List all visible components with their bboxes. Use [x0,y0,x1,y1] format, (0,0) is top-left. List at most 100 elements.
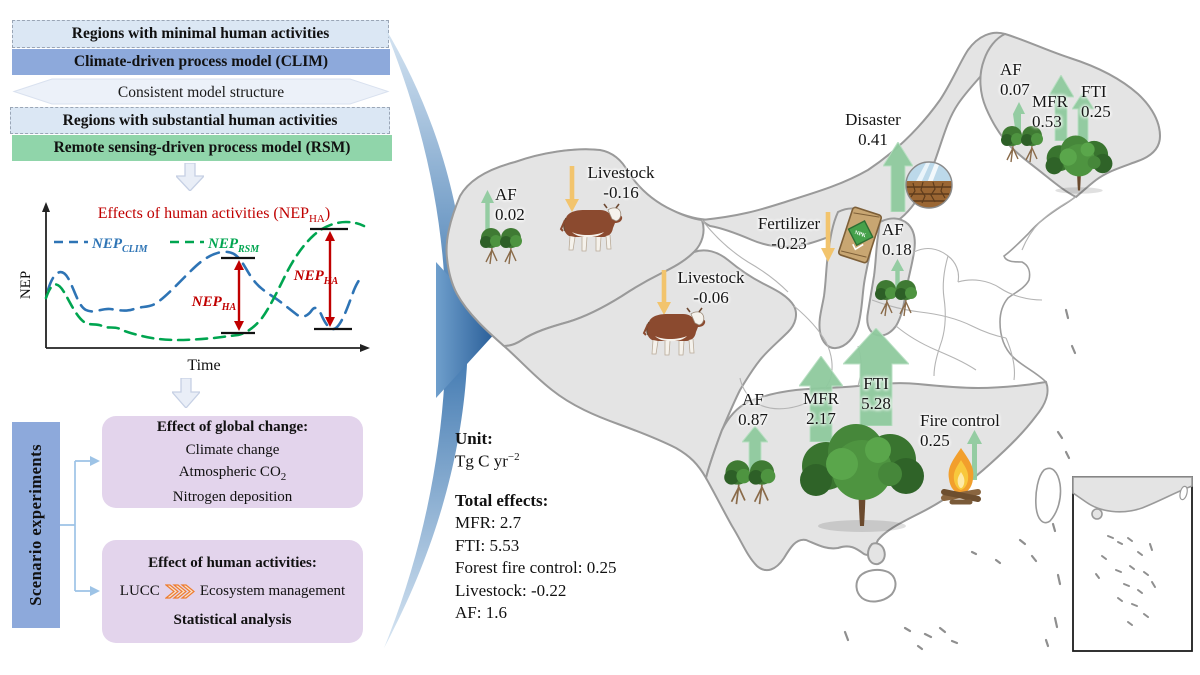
consistent-structure-label: Consistent model structure [118,84,284,101]
total-effects-livestock: Livestock: -0.22 [455,580,567,600]
consistent-structure-arrow: Consistent model structure [12,78,390,105]
box-regions-substantial: Regions with substantial human activitie… [10,107,390,134]
south-china-sea-inset [1072,476,1193,652]
disaster-icon [905,161,953,209]
big-tree-icon [800,424,924,532]
down-arrow-icon [172,378,200,408]
up-arrow-icon [742,426,768,470]
map-annotation-af-south: AF 0.87 [738,390,768,429]
leizhou-peninsula [866,542,886,566]
global-change-title: Effect of global change: [156,419,309,435]
statistical-analysis-label: Statistical analysis [173,611,292,628]
map-annotation-fti-northeast: FTI 0.25 [1081,82,1111,121]
trees-icon [480,228,522,265]
down-arrow-icon [821,212,835,262]
chart-title: Effects of human activities (NEPHA) [98,205,330,225]
up-arrow-icon [1048,75,1074,141]
human-activities-title: Effect of human activities: [148,554,317,571]
region-inner-mongolia [700,31,1007,248]
up-arrow-icon [967,430,982,480]
china-map [445,31,1193,652]
global-change-line-climate: Climate change [185,441,280,458]
cow-icon [642,307,706,356]
x-axis-arrowhead-icon [360,344,370,352]
unit-title: Unit: [455,429,493,448]
global-change-box: Effect of global change: Climate change … [102,416,363,508]
arrowhead-icon [436,262,498,398]
up-arrow-icon [891,259,904,295]
trees-icon [724,460,776,505]
coastal-islands [843,308,1077,651]
nep-concept-chart: Effects of human activities (NEPHA) NEPC… [18,202,370,374]
campfire-icon [941,448,981,505]
up-arrow-icon [843,328,909,426]
island-hainan [855,568,897,603]
legend-rsm-label: NEPRSM [207,236,260,255]
down-arrow-icon [176,163,204,191]
box-regions-minimal: Regions with minimal human activities [12,20,389,48]
box-regions-minimal-label: Regions with minimal human activities [71,25,330,42]
map-annotation-fire-control: Fire control 0.25 [920,411,1000,450]
box-rsm-model-label: Remote sensing-driven process model (RSM… [53,139,351,156]
gap2-arrowhead-down-icon [325,317,335,327]
scenario-connector [60,456,100,596]
unit-block: Unit: Tg C yr−2 [455,428,520,474]
map-annotation-af-northeast: AF 0.07 [1000,60,1030,99]
up-arrow-icon [481,190,494,232]
legend-clim-label: NEPCLIM [91,236,149,255]
map-annotation-fti-south: FTI 5.28 [861,374,891,413]
total-effects-af: AF: 1.6 [455,603,507,623]
region-northeast [979,32,1162,199]
island-taiwan [1035,467,1062,524]
map-annotation-disaster: Disaster 0.41 [845,110,901,149]
global-change-line-nitrogen: Nitrogen deposition [172,488,293,505]
total-effects-fti: FTI: 5.53 [455,535,520,555]
region-shanxi [866,217,916,337]
inset-islands [1095,535,1156,626]
box-regions-substantial-label: Regions with substantial human activitie… [62,111,338,129]
connector-arrowhead-icon [90,456,100,466]
global-change-line-co2: Atmospheric CO2 [178,464,287,483]
arrow-band [384,26,468,648]
ecosystem-management-label: Ecosystem management [199,583,346,600]
map-annotation-fertilizer: Fertilizer -0.23 [757,214,821,253]
human-activities-box: Effect of human activities: LUCC Ecosyst… [102,540,363,643]
rsm-curve [44,220,366,342]
cow-icon [559,203,623,252]
fertilizer-bag-icon: NPK [837,206,883,264]
x-axis-label: Time [187,357,220,374]
big-tree-icon [1045,135,1113,194]
map-annotation-af-xinjiang: AF 0.02 [495,185,525,224]
inset-hainan [1091,508,1103,520]
triple-chevron-icon [164,584,195,599]
transition-arrow [384,26,498,648]
scenario-experiments-sidebar: Scenario experiments [12,422,60,628]
box-rsm-model: Remote sensing-driven process model (RSM… [12,135,392,161]
gap1-arrowhead-up-icon [234,260,244,270]
total-effects-fire: Forest fire control: 0.25 [455,558,617,578]
scenario-experiments-label: Scenario experiments [26,444,45,606]
trees-icon [875,280,917,317]
map-annotation-livestock-tibet: Livestock -0.06 [677,268,745,307]
region-tibet-qinghai [501,249,797,481]
double-arrow-band [12,78,390,105]
svg-text:NPK: NPK [854,230,868,240]
gap1-arrowhead-down-icon [234,321,244,331]
down-arrow-icon [657,270,671,315]
box-clim-model: Climate-driven process model (CLIM) [12,49,390,75]
up-arrow-icon [1072,92,1094,142]
box-clim-model-label: Climate-driven process model (CLIM) [73,53,329,70]
map-annotation-mfr-northeast: MFR 0.53 [1032,92,1068,131]
map-annotation-af-center: AF 0.18 [882,220,912,259]
lucc-row: LUCC Ecosystem management [120,580,345,603]
total-effects-mfr: MFR: 2.7 [455,513,522,533]
inset-taiwan [1179,485,1188,501]
lucc-label: LUCC [119,583,160,600]
unit-value: Tg C yr−2 [455,451,520,472]
clim-curve [46,250,363,331]
connector-arrowhead-icon [90,586,100,596]
trees-icon [1001,126,1043,163]
map-annotation-livestock-north: Livestock -0.16 [587,163,655,202]
gap2-arrowhead-up-icon [325,231,335,241]
